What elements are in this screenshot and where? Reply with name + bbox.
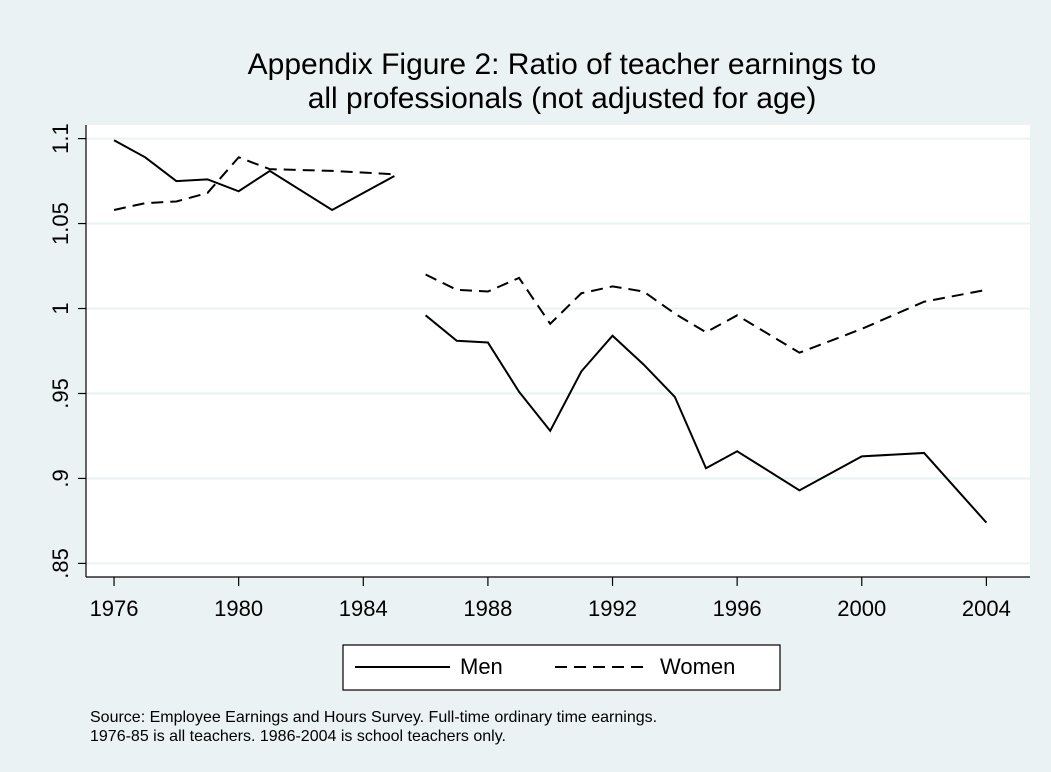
series-line (113, 139, 988, 524)
x-tick-label: 1984 (339, 596, 388, 621)
x-tick-label: 2004 (962, 596, 1011, 621)
note: 1976-85 is all teachers. 1986-2004 is sc… (90, 728, 506, 745)
y-tick-label: .95 (48, 378, 73, 409)
x-tick-label: 1976 (90, 596, 139, 621)
note: Source: Employee Earnings and Hours Surv… (90, 709, 657, 726)
legend-label: Women (660, 654, 735, 679)
y-tick-label: 1.05 (48, 202, 73, 245)
x-tick-label: 1992 (588, 596, 637, 621)
x-tick-label: 2000 (837, 596, 886, 621)
chart-title: all professionals (not adjusted for age) (308, 82, 817, 115)
y-tick-label: .9 (48, 469, 73, 487)
series-line (113, 156, 987, 354)
x-tick-label: 1988 (463, 596, 512, 621)
y-tick-label: 1 (48, 302, 73, 314)
x-tick-label: 1980 (214, 596, 263, 621)
chart-title: Appendix Figure 2: Ratio of teacher earn… (248, 48, 877, 81)
legend-label: Men (460, 654, 503, 679)
y-tick-label: .85 (48, 548, 73, 579)
x-tick-label: 1996 (713, 596, 762, 621)
y-tick-label: 1.1 (48, 123, 73, 154)
plot-area (86, 125, 1030, 577)
